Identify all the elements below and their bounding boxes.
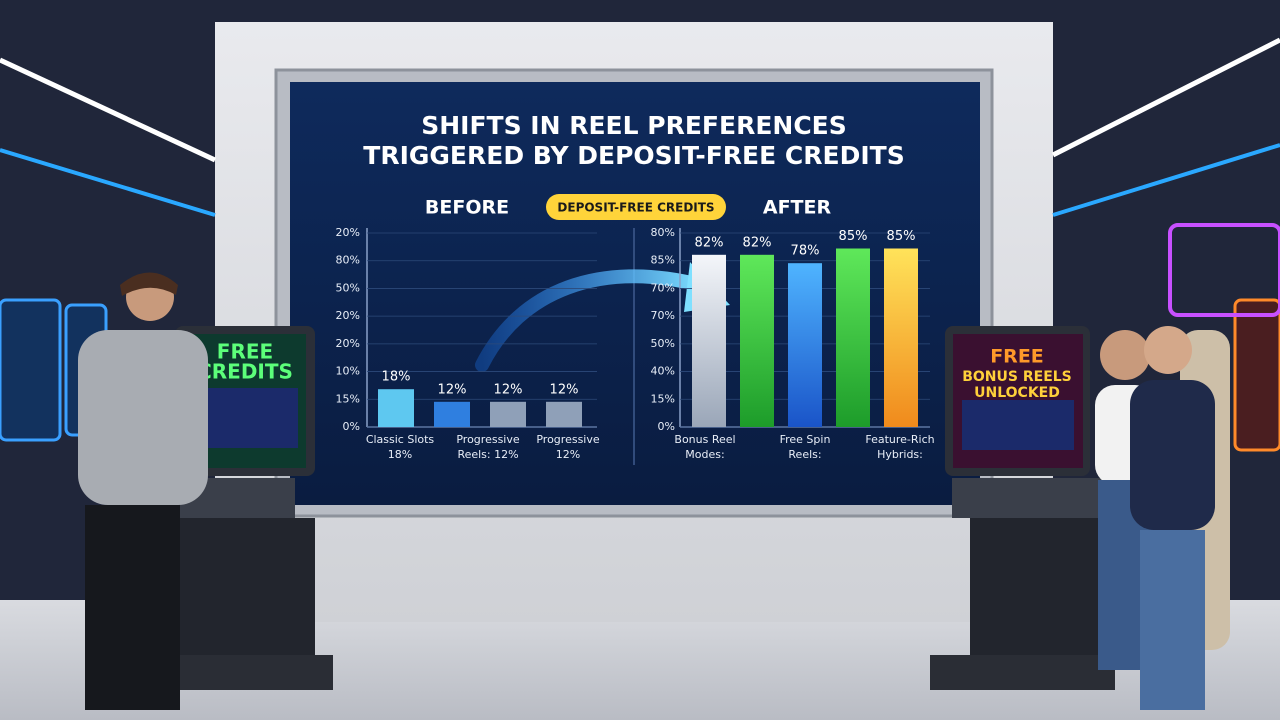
value-label: 18% [382,370,411,385]
screen-title: TRIGGERED BY DEPOSIT-FREE CREDITS [363,141,904,170]
kiosk-left [168,326,333,690]
kiosk-text: CREDITS [197,360,293,384]
screen-title: SHIFTS IN REEL PREFERENCES [421,111,847,140]
category-label: Free Spin [780,433,831,446]
bar [378,389,414,427]
category-label: 12% [556,448,580,461]
kiosk-text: UNLOCKED [974,385,1060,401]
after-heading: AFTER [763,197,832,219]
ceiling-light [0,57,217,163]
kiosk-text: FREE [990,346,1044,368]
neon-strip [1052,143,1280,217]
category-label: Progressive [536,433,600,446]
ceiling-light [1051,37,1280,158]
axis-label: 20% [336,309,360,322]
bar [836,248,870,427]
axis-label: 80% [651,226,675,239]
bar [788,263,822,427]
category-label: Classic Slots [366,433,435,446]
neon-sign [1168,223,1280,317]
value-label: 78% [791,244,820,259]
category-label: Hybrids: [877,448,923,461]
neon-strip [0,148,216,217]
value-label: 12% [494,382,523,397]
before-heading: BEFORE [425,197,509,219]
kiosk-right [930,326,1115,690]
value-label: 85% [839,229,868,244]
bar [884,248,918,427]
axis-label: 20% [336,226,360,239]
person-group [1095,326,1230,710]
axis-label: 10% [336,365,360,378]
category-label: 18% [388,448,412,461]
axis-label: 70% [651,281,675,294]
axis-label: 50% [651,337,675,350]
slot-machine [1233,298,1280,452]
bar [740,254,774,427]
bar [546,401,582,427]
category-label: Modes: [685,448,724,461]
category-label: Bonus Reel [674,433,735,446]
kiosk-text: FREE [217,340,273,364]
value-label: 82% [743,235,772,250]
value-label: 82% [695,235,724,250]
axis-label: 50% [336,281,360,294]
person-left [78,272,208,710]
axis-label: 0% [343,420,360,433]
axis-label: 85% [651,254,675,267]
slot-machine [0,298,62,442]
axis-label: 80% [336,254,360,267]
axis-label: 0% [658,420,675,433]
arrow [475,269,707,372]
axis-label: 70% [651,309,675,322]
category-label: Reels: 12% [457,448,518,461]
axis-label: 15% [336,392,360,405]
bar [434,401,470,427]
value-label: 12% [438,382,467,397]
category-label: Reels: [788,448,821,461]
bar [692,254,726,427]
value-label: 85% [887,229,916,244]
value-label: 12% [550,382,579,397]
axis-label: 20% [336,337,360,350]
kiosk-text: BONUS REELS [962,369,1072,385]
axis-label: 40% [651,365,675,378]
axis-label: 15% [651,392,675,405]
category-label: Feature-Rich [865,433,934,446]
category-label: Progressive [456,433,520,446]
badge-text: DEPOSIT-FREE CREDITS [557,201,714,215]
bar [490,401,526,427]
badge [546,194,726,220]
